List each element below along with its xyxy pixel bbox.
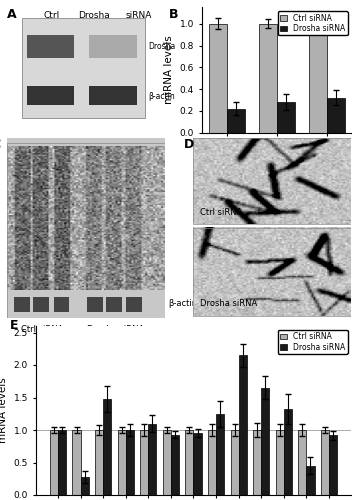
Bar <box>298 430 306 495</box>
Text: Drosha siRNA: Drosha siRNA <box>87 324 145 334</box>
FancyBboxPatch shape <box>54 297 70 312</box>
Text: β-actin: β-actin <box>148 92 175 101</box>
Bar <box>226 108 245 132</box>
Text: Ctrl: Ctrl <box>44 11 60 20</box>
Bar <box>327 98 345 132</box>
Bar <box>58 430 66 495</box>
Y-axis label: mRNA levels: mRNA levels <box>0 378 8 444</box>
Bar <box>258 24 277 132</box>
Bar <box>306 466 315 495</box>
FancyBboxPatch shape <box>106 297 122 312</box>
Text: Drosha siRNA: Drosha siRNA <box>200 300 257 308</box>
Bar <box>308 24 327 132</box>
Bar <box>253 430 261 495</box>
Text: Drosha: Drosha <box>78 11 110 20</box>
Bar <box>193 433 202 495</box>
Text: E: E <box>10 319 19 332</box>
Bar <box>50 430 58 495</box>
Bar <box>208 24 226 132</box>
FancyBboxPatch shape <box>87 297 103 312</box>
Bar <box>193 228 351 316</box>
Y-axis label: miRNA levels: miRNA levels <box>164 36 174 104</box>
Bar <box>95 430 103 495</box>
Bar <box>171 434 179 495</box>
FancyBboxPatch shape <box>89 86 137 105</box>
Bar <box>276 430 284 495</box>
Text: Ctrl siRNA: Ctrl siRNA <box>21 324 64 334</box>
Bar <box>126 430 134 495</box>
FancyBboxPatch shape <box>14 297 30 312</box>
Text: D: D <box>184 138 194 150</box>
FancyBboxPatch shape <box>27 35 75 58</box>
Bar <box>208 430 216 495</box>
Text: β-actin: β-actin <box>168 300 197 308</box>
FancyBboxPatch shape <box>22 18 145 117</box>
Bar <box>284 409 292 495</box>
Bar <box>72 430 81 495</box>
Bar <box>148 424 157 495</box>
FancyBboxPatch shape <box>33 297 49 312</box>
Text: Ctrl siRNA: Ctrl siRNA <box>200 208 242 216</box>
Bar <box>230 430 239 495</box>
Bar <box>140 430 148 495</box>
Bar <box>261 388 269 495</box>
Bar <box>329 435 337 495</box>
Bar <box>103 399 111 495</box>
Text: Drosha: Drosha <box>148 42 175 51</box>
FancyBboxPatch shape <box>27 86 75 105</box>
Text: siRNA: siRNA <box>126 11 152 20</box>
Text: A: A <box>7 8 17 20</box>
Text: B: B <box>169 8 178 20</box>
Bar <box>81 477 89 495</box>
Bar <box>239 355 247 495</box>
Bar <box>216 414 224 495</box>
FancyBboxPatch shape <box>89 35 137 58</box>
Bar <box>118 430 126 495</box>
FancyBboxPatch shape <box>126 297 142 312</box>
Bar <box>321 430 329 495</box>
Bar <box>185 430 193 495</box>
Legend: Ctrl siRNA, Drosha siRNA: Ctrl siRNA, Drosha siRNA <box>278 12 348 36</box>
Bar <box>277 102 295 132</box>
Bar <box>193 138 351 224</box>
Bar <box>163 430 171 495</box>
Legend: Ctrl siRNA, Drosha siRNA: Ctrl siRNA, Drosha siRNA <box>278 330 348 354</box>
